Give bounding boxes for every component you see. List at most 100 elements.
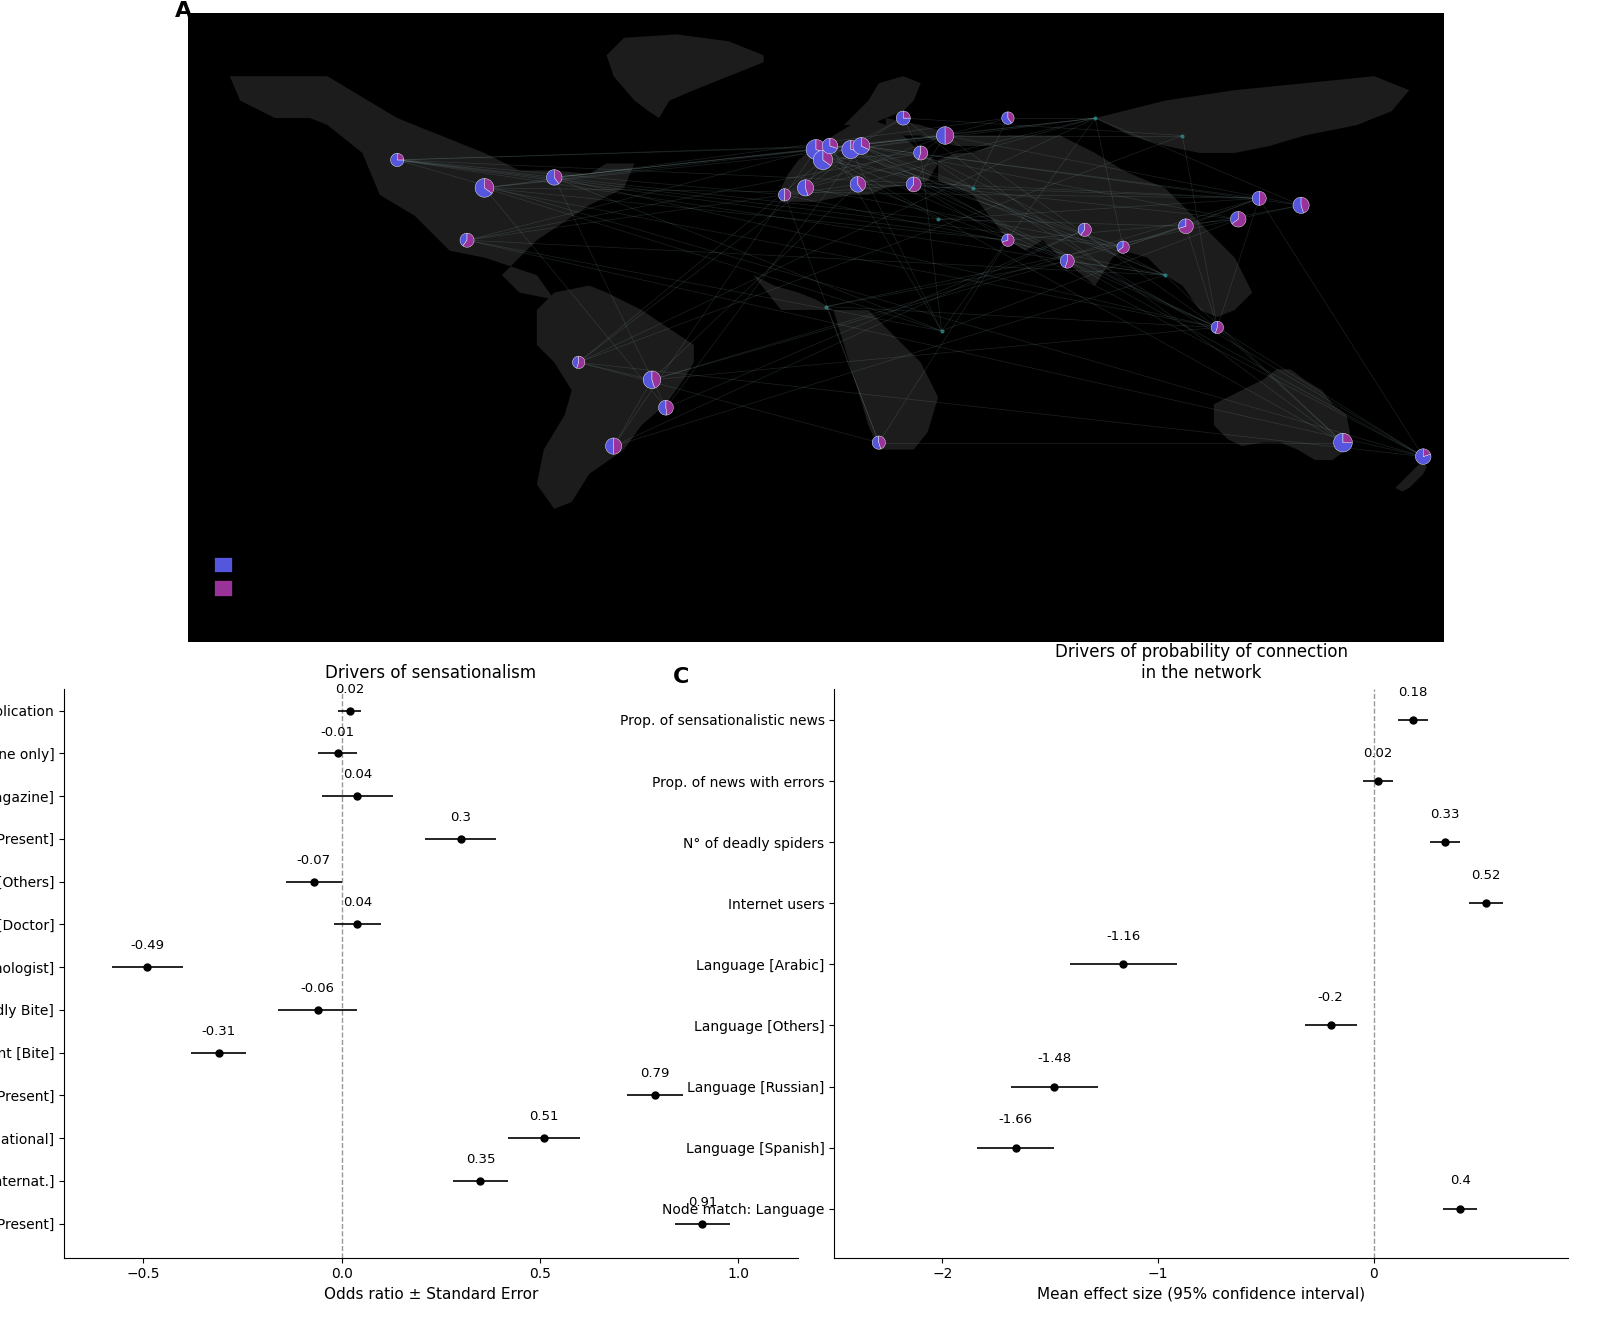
Polygon shape [230, 76, 635, 300]
Text: 0.52: 0.52 [1472, 868, 1501, 882]
Wedge shape [1216, 321, 1224, 333]
Wedge shape [554, 170, 562, 183]
Wedge shape [397, 154, 403, 161]
Polygon shape [606, 35, 763, 118]
Text: 0.4: 0.4 [1450, 1175, 1470, 1187]
Wedge shape [850, 177, 862, 193]
Wedge shape [918, 146, 928, 161]
Text: -0.01: -0.01 [320, 725, 355, 739]
Text: -0.2: -0.2 [1318, 991, 1344, 1004]
Text: 0.04: 0.04 [342, 896, 373, 910]
Text: 0.91: 0.91 [688, 1196, 717, 1208]
Wedge shape [1078, 223, 1085, 235]
Text: 0.51: 0.51 [530, 1111, 558, 1123]
Polygon shape [938, 135, 1253, 317]
Wedge shape [643, 371, 654, 388]
Wedge shape [485, 178, 494, 194]
Wedge shape [1253, 191, 1259, 205]
Wedge shape [830, 138, 838, 149]
Wedge shape [936, 127, 946, 145]
Wedge shape [547, 170, 558, 185]
Polygon shape [538, 285, 694, 508]
Text: 0.33: 0.33 [1430, 808, 1459, 820]
Legend: Not sensationalist, Sensationalist: Not sensationalist, Sensationalist [208, 551, 389, 602]
Wedge shape [461, 233, 467, 246]
Polygon shape [781, 118, 938, 202]
Wedge shape [1333, 434, 1352, 452]
Wedge shape [896, 111, 910, 124]
Text: 0.35: 0.35 [466, 1153, 494, 1165]
Wedge shape [842, 140, 859, 158]
Wedge shape [906, 177, 914, 190]
Wedge shape [1061, 254, 1067, 268]
Wedge shape [797, 179, 808, 195]
Wedge shape [904, 111, 910, 118]
Wedge shape [858, 177, 866, 190]
Wedge shape [853, 138, 869, 154]
Text: C: C [674, 666, 690, 686]
Wedge shape [1118, 241, 1130, 253]
Wedge shape [1179, 219, 1194, 234]
Wedge shape [946, 127, 954, 145]
Wedge shape [605, 438, 613, 454]
Polygon shape [754, 276, 938, 450]
Text: -0.49: -0.49 [130, 939, 165, 953]
Wedge shape [1416, 448, 1430, 464]
Wedge shape [778, 189, 784, 201]
Polygon shape [1214, 369, 1350, 460]
Wedge shape [462, 233, 474, 248]
Text: -0.06: -0.06 [301, 982, 334, 995]
Wedge shape [1008, 112, 1014, 123]
Text: -1.16: -1.16 [1106, 930, 1141, 943]
Text: 1097: 1097 [293, 478, 325, 491]
Wedge shape [1002, 234, 1014, 246]
Wedge shape [1230, 211, 1238, 223]
Wedge shape [1424, 448, 1430, 456]
Text: 0.3: 0.3 [450, 811, 470, 824]
Text: -1.66: -1.66 [998, 1113, 1032, 1127]
Wedge shape [659, 400, 667, 415]
Wedge shape [1117, 241, 1123, 250]
Wedge shape [651, 371, 661, 388]
Wedge shape [1232, 211, 1246, 227]
Wedge shape [872, 436, 882, 450]
Wedge shape [813, 150, 830, 170]
Text: 0.02: 0.02 [1363, 747, 1392, 760]
Wedge shape [390, 154, 403, 166]
Wedge shape [822, 138, 837, 154]
Wedge shape [1342, 434, 1352, 443]
Title: Drivers of sensationalism: Drivers of sensationalism [325, 664, 536, 682]
Wedge shape [816, 139, 826, 153]
Text: 0.79: 0.79 [640, 1068, 669, 1080]
Wedge shape [1179, 219, 1186, 229]
Wedge shape [878, 436, 885, 450]
Wedge shape [784, 189, 790, 201]
Polygon shape [834, 76, 920, 124]
Wedge shape [1002, 112, 1011, 124]
Wedge shape [805, 179, 814, 195]
Wedge shape [806, 139, 826, 159]
Wedge shape [576, 356, 586, 368]
Wedge shape [822, 150, 832, 166]
Text: 1: 1 [293, 512, 301, 526]
Wedge shape [1301, 197, 1309, 213]
Wedge shape [909, 177, 922, 191]
Wedge shape [613, 438, 622, 454]
Wedge shape [914, 146, 920, 159]
Text: -1.48: -1.48 [1037, 1052, 1072, 1065]
Text: A: A [176, 1, 192, 21]
Text: 0.02: 0.02 [334, 682, 365, 696]
Wedge shape [1211, 321, 1218, 333]
Wedge shape [851, 140, 859, 151]
Text: 0.18: 0.18 [1398, 685, 1427, 698]
X-axis label: Odds ratio ± Standard Error: Odds ratio ± Standard Error [323, 1287, 538, 1302]
X-axis label: Mean effect size (95% confidence interval): Mean effect size (95% confidence interva… [1037, 1287, 1365, 1302]
Wedge shape [666, 400, 674, 415]
Wedge shape [861, 138, 870, 150]
Wedge shape [1293, 197, 1304, 214]
Wedge shape [1002, 234, 1008, 242]
Wedge shape [1259, 191, 1266, 205]
Wedge shape [573, 356, 579, 368]
Polygon shape [1395, 460, 1427, 491]
Wedge shape [1066, 254, 1074, 268]
